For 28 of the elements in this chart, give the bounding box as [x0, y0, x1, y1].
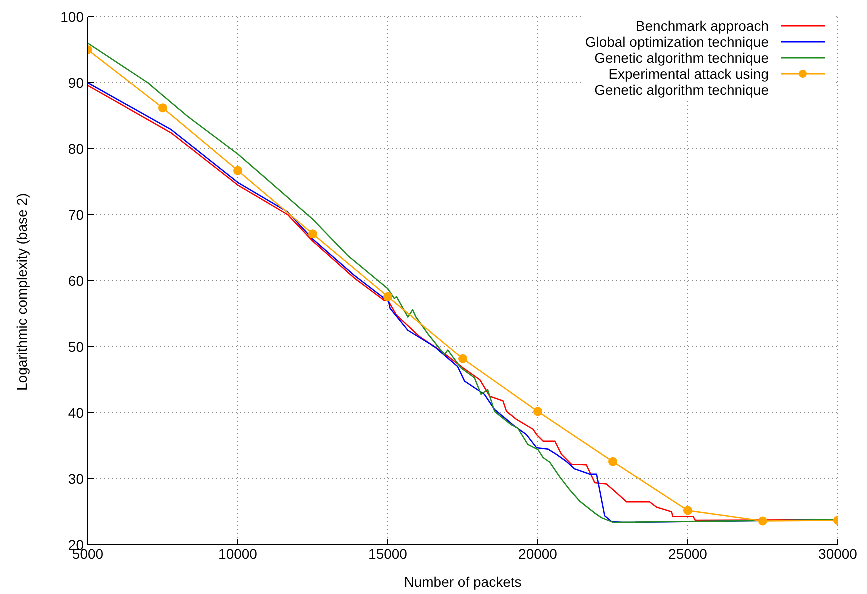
point: [384, 292, 392, 302]
legend-label: Benchmark approach: [636, 18, 769, 34]
y-axis-title: Logarithmic complexity (base 2): [14, 193, 30, 391]
x-axis-title: Number of packets: [404, 574, 522, 590]
legend-label: Experimental attack using Genetic algorithm technique: [594, 66, 769, 98]
legend-label: Genetic algorithm technique: [594, 50, 769, 66]
x-tick-label: 30000: [818, 546, 858, 562]
x-tick-label: 25000: [668, 546, 708, 562]
y-tick-label: 40: [68, 404, 84, 421]
point: [534, 407, 542, 416]
point: [308, 230, 318, 239]
y-tick-label: 60: [68, 272, 84, 289]
y-tick-label: 90: [68, 74, 84, 91]
y-tick-label: 30: [68, 470, 84, 487]
y-tick-label: 80: [68, 140, 84, 157]
x-tick-label: 15000: [368, 546, 408, 562]
x-tick-label: 20000: [518, 546, 558, 562]
point: [758, 516, 768, 526]
x-tick-label: 10000: [218, 546, 258, 562]
point: [608, 457, 618, 466]
point: [684, 506, 692, 516]
y-tick-label: 70: [68, 206, 84, 223]
legend-label: Global optimization technique: [585, 34, 769, 50]
y-tick-label: 100: [60, 8, 84, 25]
point: [458, 354, 468, 364]
point: [234, 166, 242, 176]
point: [158, 104, 168, 113]
y-tick-label: 50: [68, 338, 84, 355]
